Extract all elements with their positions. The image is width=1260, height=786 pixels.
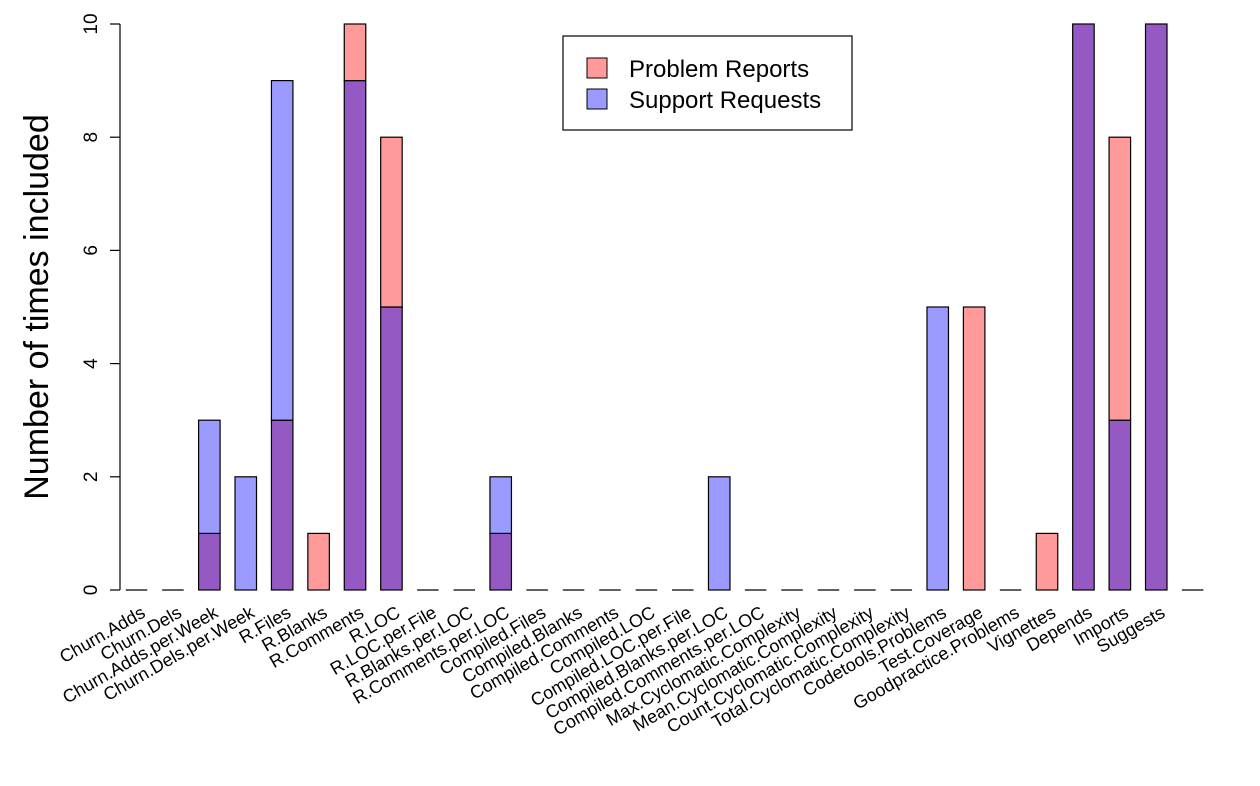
bar-group [926,306,950,591]
bars [125,23,1204,591]
bar-group [197,419,221,591]
y-tick-label: 6 [81,245,102,256]
legend-swatch-problem-reports [586,57,608,79]
bar-support-requests [707,476,731,591]
bar-group [343,23,367,591]
bar-overlap [197,532,221,591]
legend-box [562,35,853,131]
bar-group [962,306,986,591]
bar-group [234,476,258,591]
x-axis-labels: Churn.AddsChurn.DelsChurn.Adds.per.WeekC… [56,602,1168,740]
legend-label-support-requests: Support Requests [629,87,821,114]
bar-support-requests [234,476,258,591]
bar-group [380,136,403,591]
y-axis-title: Number of times included [18,114,56,500]
bar-group [707,476,731,591]
y-tick-label: 4 [81,358,102,369]
bar-problem-reports [380,136,403,308]
bar-support-requests [926,306,950,591]
bar-group [270,79,294,591]
legend-label-problem-reports: Problem Reports [629,56,809,83]
bar-overlap [1072,23,1095,591]
legend-swatch-support-requests [586,88,608,110]
bar-problem-reports [962,306,986,591]
bar-group [1072,23,1095,591]
bar-group [1144,23,1168,591]
y-axis: 0 2 4 6 8 10 [81,13,121,596]
bar-group [1035,532,1059,591]
bar-problem-reports [343,23,367,82]
bar-group [1108,136,1132,591]
bar-overlap [380,306,403,591]
bar-overlap [489,532,513,591]
y-tick-label: 0 [81,585,102,596]
bar-overlap [343,79,367,591]
bar-problem-reports [1035,532,1059,591]
bar-support-requests [270,79,294,421]
bar-support-requests [489,476,513,534]
bar-overlap [1144,23,1168,591]
y-tick-label: 2 [81,472,102,483]
y-tick-label: 10 [81,13,102,34]
bar-problem-reports [1108,136,1132,421]
y-tick-label: 8 [81,132,102,143]
legend: Problem Reports Support Requests [562,35,853,131]
bar-group [489,476,513,591]
bar-overlap [270,419,294,591]
bar-overlap [1108,419,1132,591]
bar-problem-reports [307,532,330,591]
bar-support-requests [197,419,221,535]
bar-group [307,532,330,591]
